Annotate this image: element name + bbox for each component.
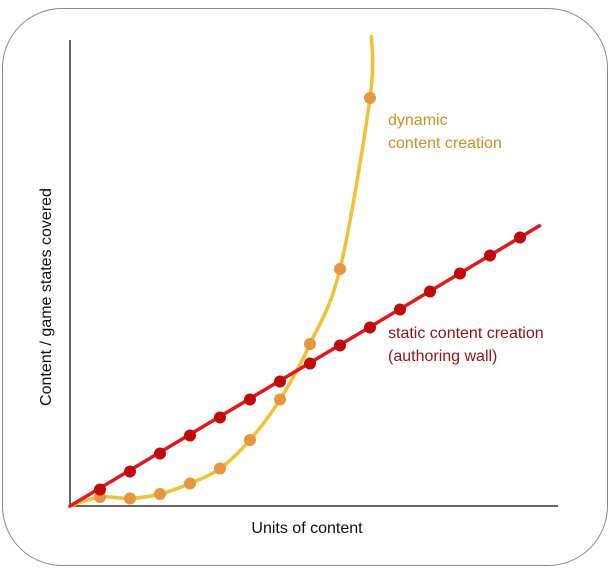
static-series-point-7 <box>274 375 286 388</box>
static-series-point-3 <box>154 447 166 460</box>
dynamic-series-line <box>68 34 375 508</box>
dynamic-series-point-6 <box>244 434 256 446</box>
dynamic-series-point-2 <box>124 492 136 505</box>
static-series-points <box>94 231 526 496</box>
dynamic-series-point-3 <box>154 488 166 500</box>
static-series-point-4 <box>184 429 196 442</box>
dynamic-series-point-9 <box>334 263 346 275</box>
static-series-point-11 <box>394 303 406 316</box>
static-series-point-14 <box>484 249 496 262</box>
dynamic-series-label-line-1: dynamic <box>388 112 448 129</box>
dynamic-series-point-4 <box>184 477 196 490</box>
dynamic-series-point-7 <box>274 393 286 406</box>
static-series-point-9 <box>334 339 346 352</box>
dynamic-series-point-5 <box>214 462 226 475</box>
chart-card <box>2 8 608 566</box>
static-series-label-line-1: static content creation <box>388 325 544 342</box>
static-series-point-5 <box>214 411 226 424</box>
dynamic-series-point-10 <box>364 92 376 104</box>
y-axis-label: Content / game states covered <box>38 188 55 406</box>
dynamic-series-points <box>94 92 376 505</box>
static-series-point-8 <box>304 357 316 370</box>
static-series-point-15 <box>514 231 526 244</box>
static-series-point-6 <box>244 393 256 406</box>
static-series-point-2 <box>124 465 136 478</box>
static-series-point-10 <box>364 321 376 334</box>
dynamic-series-point-8 <box>304 338 316 350</box>
static-series-point-1 <box>94 483 106 496</box>
static-series-point-13 <box>454 267 466 280</box>
static-series-label-line-2: (authoring wall) <box>388 348 497 365</box>
dynamic-series-label-line-2: content creation <box>388 135 502 152</box>
static-series-point-12 <box>424 285 436 298</box>
x-axis-label: Units of content <box>251 520 363 537</box>
